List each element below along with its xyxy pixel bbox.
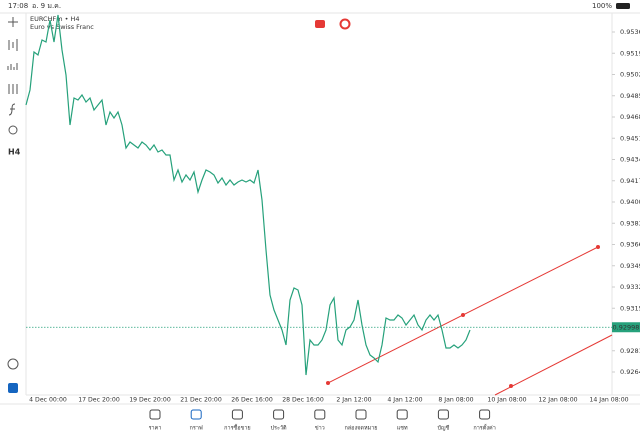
chat-tool[interactable] bbox=[7, 358, 19, 370]
tab-label[interactable]: แชท bbox=[397, 425, 408, 432]
timeframe-button[interactable]: H4 bbox=[8, 148, 21, 157]
y-tick-label: 0.94170 bbox=[620, 177, 640, 185]
status-date: อ. 9 ม.ค. bbox=[32, 2, 61, 10]
y-tick-label: 0.94000 bbox=[620, 198, 640, 206]
y-tick-label: 0.93490 bbox=[620, 262, 640, 270]
status-battery: 100% bbox=[592, 2, 612, 10]
y-tick-label: 0.93660 bbox=[620, 241, 640, 249]
indicators-tool[interactable] bbox=[7, 63, 18, 70]
trend-handle[interactable] bbox=[326, 381, 330, 385]
y-tick-label: 0.93150 bbox=[620, 304, 640, 312]
price-line bbox=[25, 14, 471, 376]
y-tick-label: 0.92810 bbox=[620, 347, 640, 355]
current-price-label: 0.92998 bbox=[613, 323, 640, 331]
tab-icon[interactable] bbox=[314, 409, 326, 420]
symbol-description: Euro vs Swiss Franc bbox=[30, 23, 94, 31]
x-tick-label: 4 Dec 00:00 bbox=[29, 397, 67, 404]
x-tick-label: 19 Dec 20:00 bbox=[129, 397, 171, 404]
x-tick-label: 2 Jan 12:00 bbox=[336, 397, 371, 404]
tab-label[interactable]: การตั้งค่า bbox=[473, 424, 495, 432]
y-tick-label: 0.95190 bbox=[620, 49, 640, 57]
function-tool[interactable] bbox=[8, 103, 16, 116]
battery-icon bbox=[616, 3, 630, 9]
x-tick-label: 10 Jan 08:00 bbox=[487, 397, 526, 404]
x-tick-label: 8 Jan 08:00 bbox=[438, 397, 473, 404]
chart-type-tool[interactable] bbox=[8, 39, 18, 51]
trend-lines bbox=[326, 245, 613, 396]
y-tick-label: 0.93830 bbox=[620, 219, 640, 227]
app-icon[interactable] bbox=[8, 383, 18, 393]
tab-icon[interactable] bbox=[355, 409, 367, 420]
tab-label[interactable]: บัญชี bbox=[437, 425, 449, 432]
trade-button[interactable] bbox=[315, 20, 325, 28]
symbol[interactable]: EURCHFm • H4 bbox=[30, 15, 80, 23]
trend-line[interactable] bbox=[494, 334, 613, 396]
trend-handle[interactable] bbox=[461, 313, 465, 317]
tab-label[interactable]: ราคา bbox=[149, 426, 162, 432]
y-tick-label: 0.95020 bbox=[620, 71, 640, 79]
tab-icon[interactable] bbox=[149, 409, 161, 420]
left-toolbar bbox=[7, 17, 19, 370]
tab-label[interactable]: ข่าว bbox=[315, 426, 325, 432]
current-price-box bbox=[612, 322, 640, 333]
y-tick-label: 0.92640 bbox=[620, 368, 640, 376]
tab-icon[interactable] bbox=[479, 409, 491, 420]
tab-icon[interactable] bbox=[396, 409, 408, 420]
x-tick-label: 14 Jan 08:00 bbox=[589, 397, 628, 404]
x-tick-label: 17 Dec 20:00 bbox=[78, 397, 120, 404]
tab-label[interactable]: กล่องจดหมาย bbox=[344, 426, 377, 432]
x-tick-label: 21 Dec 20:00 bbox=[180, 397, 222, 404]
settings-tool[interactable] bbox=[8, 84, 18, 94]
tab-icon[interactable] bbox=[190, 409, 202, 420]
tab-icon[interactable] bbox=[437, 409, 449, 420]
alert-button[interactable] bbox=[339, 18, 351, 30]
x-tick-label: 12 Jan 08:00 bbox=[538, 397, 577, 404]
crosshair-tool[interactable] bbox=[8, 17, 18, 27]
x-tick-label: 4 Jan 12:00 bbox=[387, 397, 422, 404]
y-tick-label: 0.94680 bbox=[620, 113, 640, 121]
y-tick-label: 0.94340 bbox=[620, 156, 640, 164]
objects-tool[interactable] bbox=[8, 125, 18, 135]
status-time: 17:08 bbox=[8, 2, 28, 10]
trend-handle[interactable] bbox=[509, 384, 513, 388]
x-tick-label: 26 Dec 16:00 bbox=[231, 397, 273, 404]
tab-label[interactable]: ประวัติ bbox=[271, 425, 287, 432]
y-tick-label: 0.95360 bbox=[620, 28, 640, 36]
y-tick-label: 0.94850 bbox=[620, 92, 640, 100]
trend-handle[interactable] bbox=[596, 245, 600, 249]
x-tick-label: 28 Dec 16:00 bbox=[282, 397, 324, 404]
y-tick-label: 0.94510 bbox=[620, 134, 640, 142]
tab-icon[interactable] bbox=[231, 409, 243, 420]
tab-label[interactable]: กราฟ bbox=[190, 425, 203, 432]
y-tick-label: 0.93320 bbox=[620, 283, 640, 291]
tab-icon[interactable] bbox=[273, 409, 285, 420]
tab-label[interactable]: การซื้อขาย bbox=[224, 424, 250, 432]
